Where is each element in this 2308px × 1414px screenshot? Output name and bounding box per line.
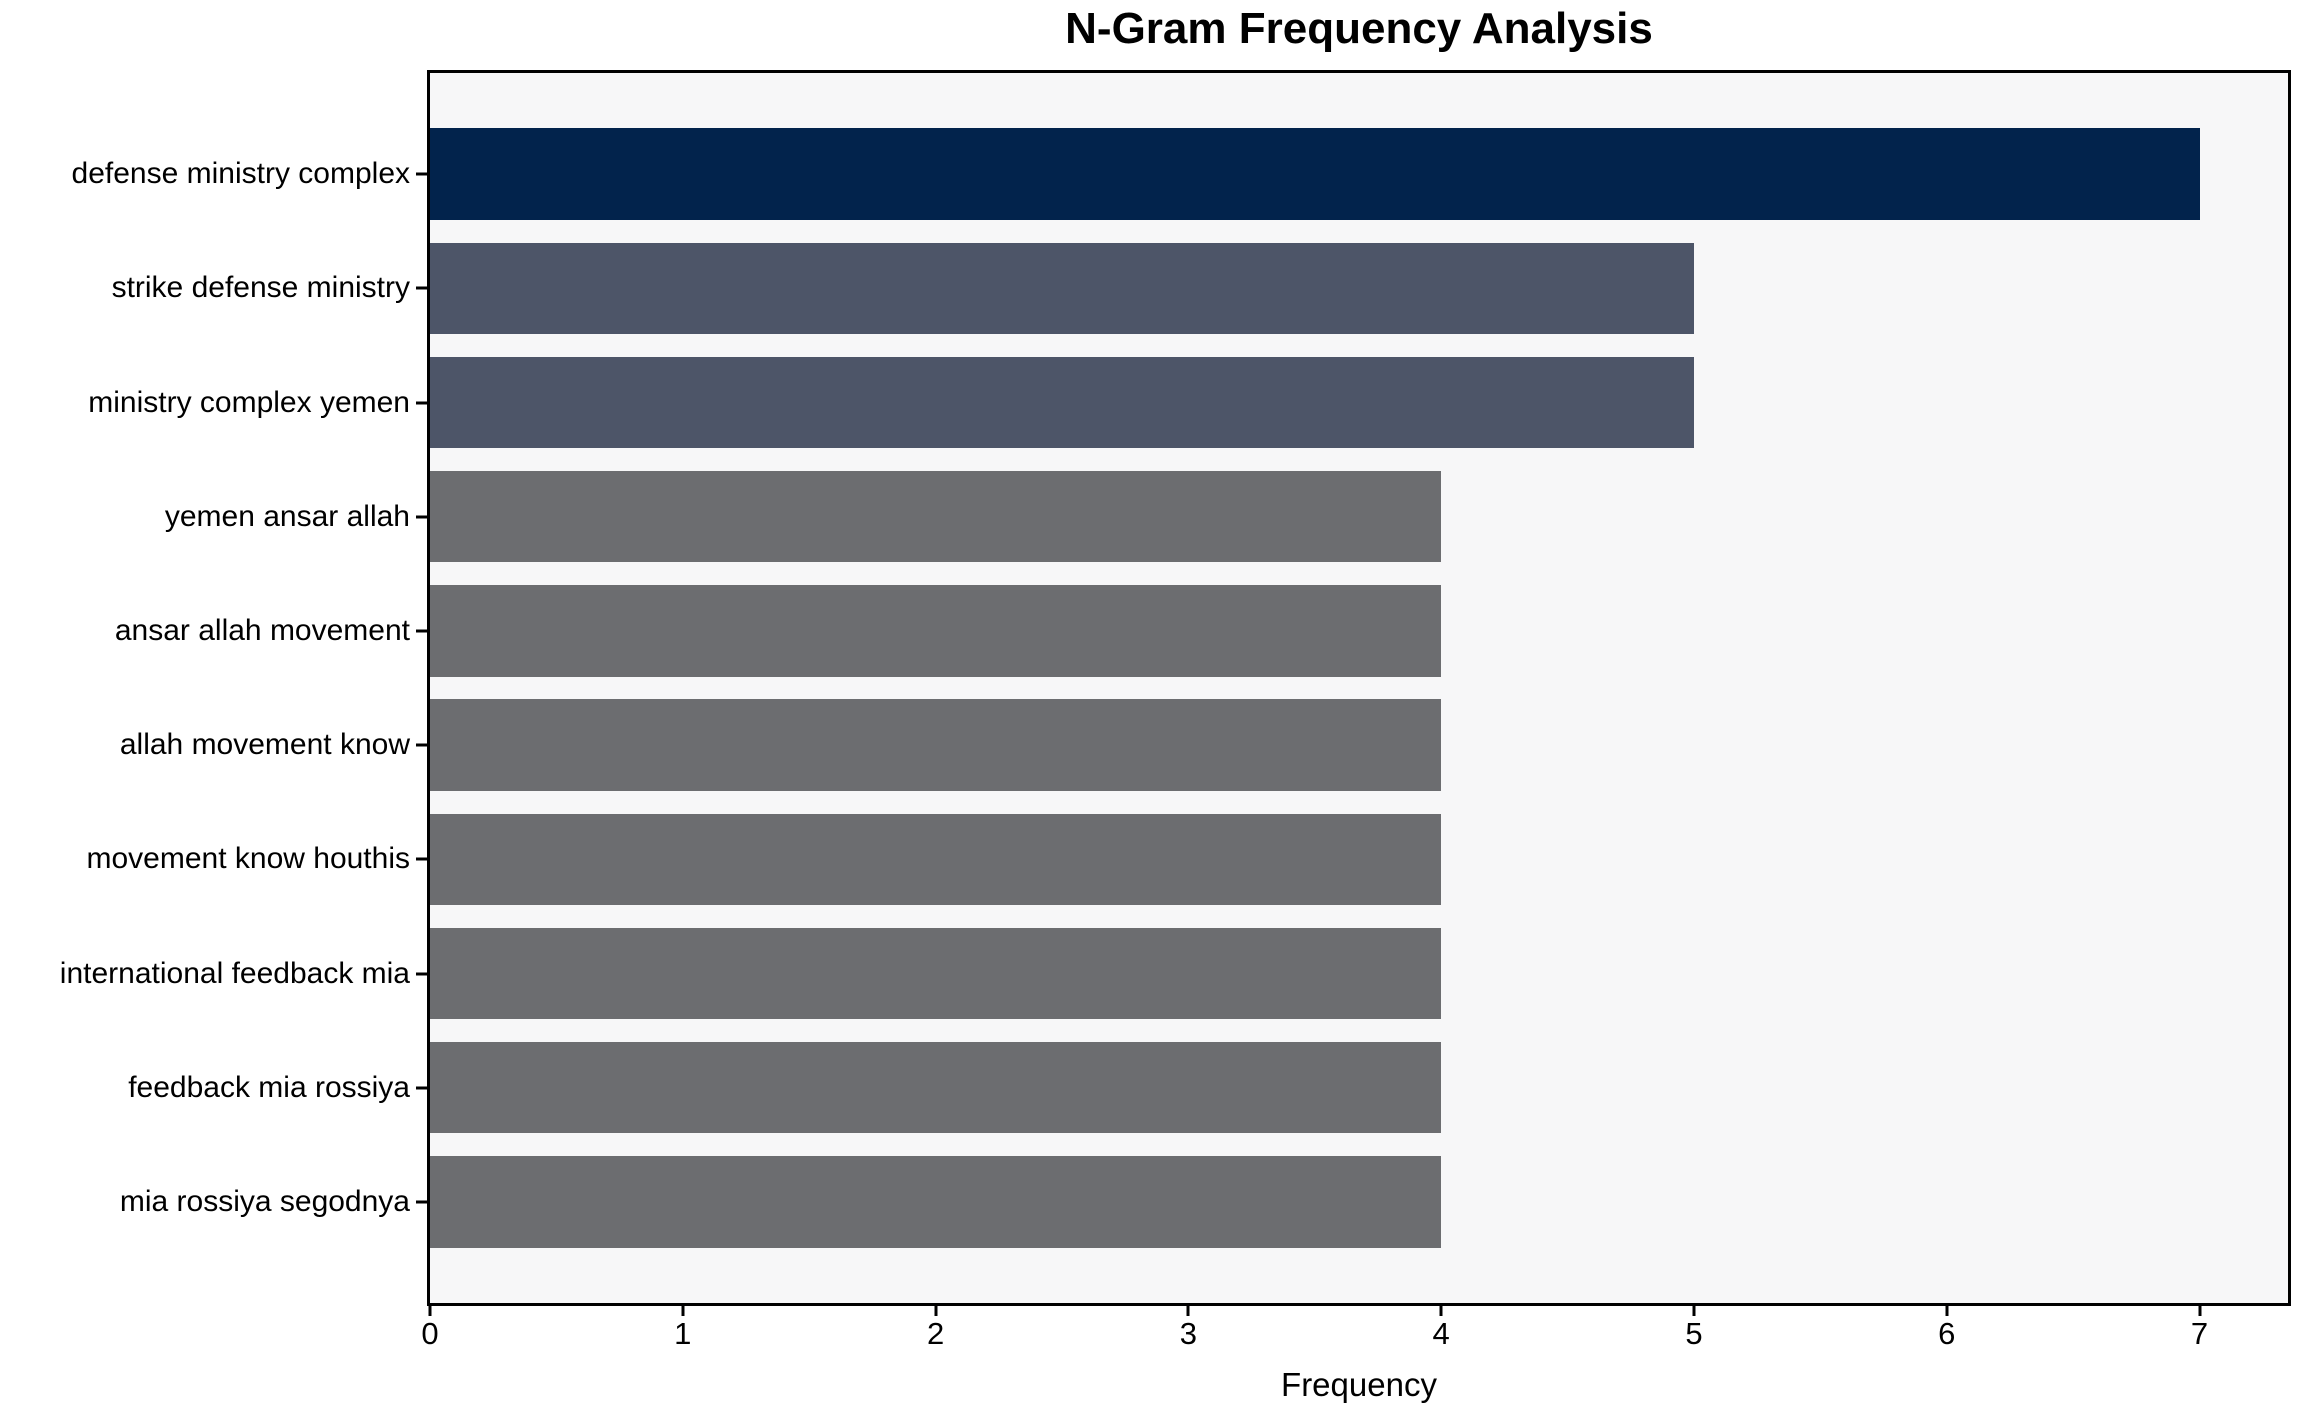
x-tick-label: 0 <box>421 1316 439 1351</box>
bar <box>430 813 1442 905</box>
x-tick <box>681 1303 685 1316</box>
x-tick-label: 7 <box>2190 1316 2209 1351</box>
x-tick-label: 3 <box>1179 1316 1197 1351</box>
x-axis-title: Frequency <box>1281 1366 1437 1403</box>
y-tick <box>416 743 427 747</box>
x-tick <box>934 1303 938 1316</box>
y-tick <box>416 972 427 975</box>
bar <box>430 128 2200 220</box>
x-tick <box>2198 1303 2202 1316</box>
y-axis-label: defense ministry complex <box>71 157 410 191</box>
y-axis-label: ministry complex yemen <box>88 385 410 419</box>
y-tick <box>416 857 427 861</box>
plot-area <box>427 70 2291 1306</box>
x-tick <box>428 1303 432 1316</box>
y-tick <box>416 1086 427 1090</box>
x-tick <box>1186 1303 1190 1316</box>
bar-row <box>430 688 2288 802</box>
bar <box>430 699 1442 791</box>
y-axis-label: yemen ansar allah <box>164 499 410 533</box>
y-axis-label: international feedback mia <box>59 956 410 990</box>
bar <box>430 356 1694 449</box>
x-tick-label: 1 <box>674 1316 692 1351</box>
y-axis-label: allah movement know <box>119 728 410 762</box>
bar-row <box>430 460 2288 574</box>
bars-container <box>430 117 2288 1259</box>
y-tick <box>416 286 427 290</box>
y-axis-label: feedback mia rossiya <box>128 1070 410 1104</box>
y-axis-label: movement know houthis <box>86 842 411 876</box>
chart-title: N-Gram Frequency Analysis <box>1065 4 1653 53</box>
bar-row <box>430 117 2288 231</box>
y-axis-label: ansar allah movement <box>114 613 410 647</box>
bar <box>430 1042 1442 1134</box>
y-tick <box>416 515 427 519</box>
bar <box>430 585 1442 677</box>
y-axis-label: mia rossiya segodnya <box>119 1184 410 1218</box>
x-tick-label: 4 <box>1432 1316 1450 1351</box>
bar <box>430 927 1442 1020</box>
bar-row <box>430 574 2288 688</box>
bar-row <box>430 1031 2288 1145</box>
y-tick <box>416 401 427 404</box>
y-axis-label: strike defense ministry <box>111 271 410 305</box>
bar-row <box>430 345 2288 459</box>
bar-row <box>430 1145 2288 1259</box>
x-tick-label: 6 <box>1938 1316 1956 1351</box>
bar-row <box>430 802 2288 916</box>
bar-row <box>430 231 2288 345</box>
y-tick <box>416 1200 427 1204</box>
x-tick <box>1945 1303 1949 1316</box>
y-axis-labels: defense ministry complex strike defense m… <box>0 73 410 1303</box>
y-tick <box>416 172 427 176</box>
x-tick-label: 5 <box>1685 1316 1703 1351</box>
bar <box>430 242 1694 334</box>
bar-row <box>430 916 2288 1030</box>
x-tick <box>1439 1303 1443 1316</box>
y-tick <box>416 629 427 633</box>
x-tick <box>1692 1303 1696 1316</box>
bar <box>430 1156 1442 1248</box>
x-tick-label: 2 <box>926 1316 945 1351</box>
bar <box>430 471 1442 563</box>
